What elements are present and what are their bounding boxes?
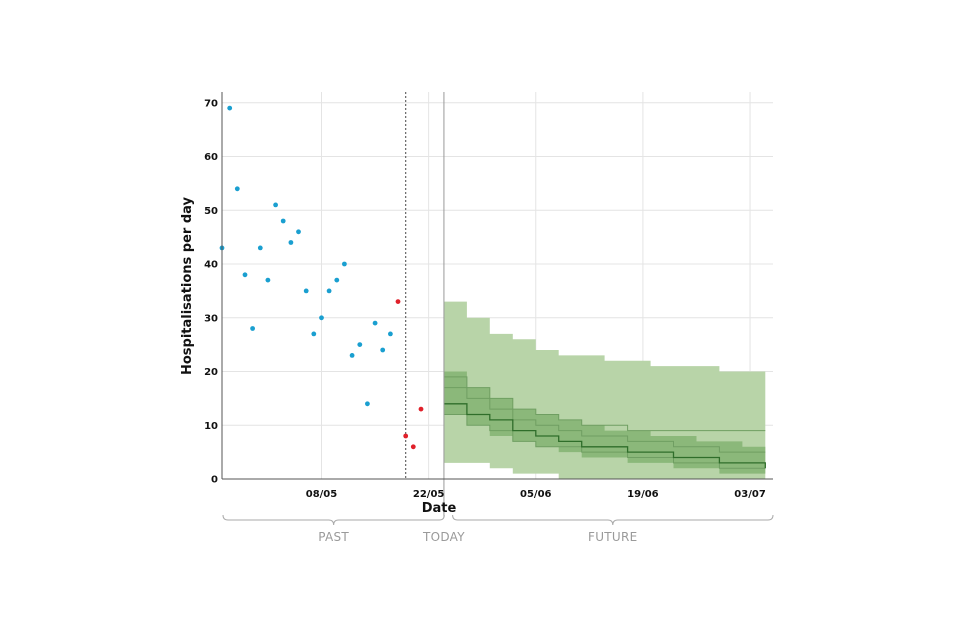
observed-point	[357, 342, 363, 347]
timeline-sections: PAST TODAY FUTURE	[222, 514, 774, 544]
observed-point	[234, 186, 240, 192]
forecast-bands	[443, 301, 766, 479]
observed-point	[257, 245, 263, 251]
section-brace	[452, 514, 774, 526]
markers	[405, 92, 445, 517]
x-tick-label: 22/05	[413, 489, 445, 500]
x-axis-label: Date	[422, 501, 457, 516]
observed-point	[365, 401, 370, 407]
observed-point	[265, 277, 271, 283]
observed-point	[273, 202, 278, 208]
x-tick-label: 08/05	[306, 489, 338, 500]
observed-point	[372, 320, 378, 326]
recent-point	[395, 299, 401, 304]
x-tick-label: 03/07	[734, 489, 766, 500]
observed-point	[288, 240, 294, 245]
recent-point	[418, 406, 424, 412]
y-tick-label: 10	[204, 421, 218, 432]
section-label: TODAY	[422, 530, 465, 544]
observed-point	[349, 353, 355, 358]
observed-point	[388, 331, 393, 337]
recent-point	[403, 433, 409, 439]
section-label: PAST	[318, 530, 349, 544]
observed-point	[342, 261, 347, 267]
recent-point	[410, 444, 416, 450]
y-tick-label: 70	[204, 98, 218, 109]
y-tick-label: 40	[204, 260, 218, 271]
median-line	[443, 403, 766, 469]
observed-point	[319, 315, 324, 321]
y-tick-label: 30	[204, 313, 218, 324]
y-tick-label: 20	[204, 367, 218, 378]
observed-point	[242, 272, 248, 278]
y-tick-label: 0	[211, 475, 218, 486]
observed-point	[250, 326, 256, 331]
inner-band	[443, 371, 766, 474]
y-axis-label: Hospitalisations per day	[180, 196, 195, 375]
observed-point	[296, 229, 301, 235]
observed-point	[380, 347, 386, 353]
x-tick-label: 05/06	[520, 489, 552, 500]
observed-point	[303, 288, 309, 294]
section-brace	[222, 514, 445, 526]
observed-point	[280, 218, 286, 224]
upper-quartile-line	[443, 387, 766, 453]
data-points	[219, 105, 424, 450]
axes: 0 10 20 30 40 50 60 70 08/05 22/05 05/06 19/06 03/07	[204, 92, 773, 500]
upper-line	[443, 376, 766, 432]
y-tick-label: 50	[204, 206, 218, 217]
observed-point	[326, 288, 332, 294]
section-label: FUTURE	[588, 530, 638, 544]
y-tick-label: 60	[204, 152, 218, 163]
observed-point	[227, 105, 233, 111]
observed-point	[311, 331, 317, 337]
lower-quartile-line	[443, 414, 766, 469]
observed-point	[334, 277, 340, 283]
x-tick-label: 19/06	[627, 489, 659, 500]
